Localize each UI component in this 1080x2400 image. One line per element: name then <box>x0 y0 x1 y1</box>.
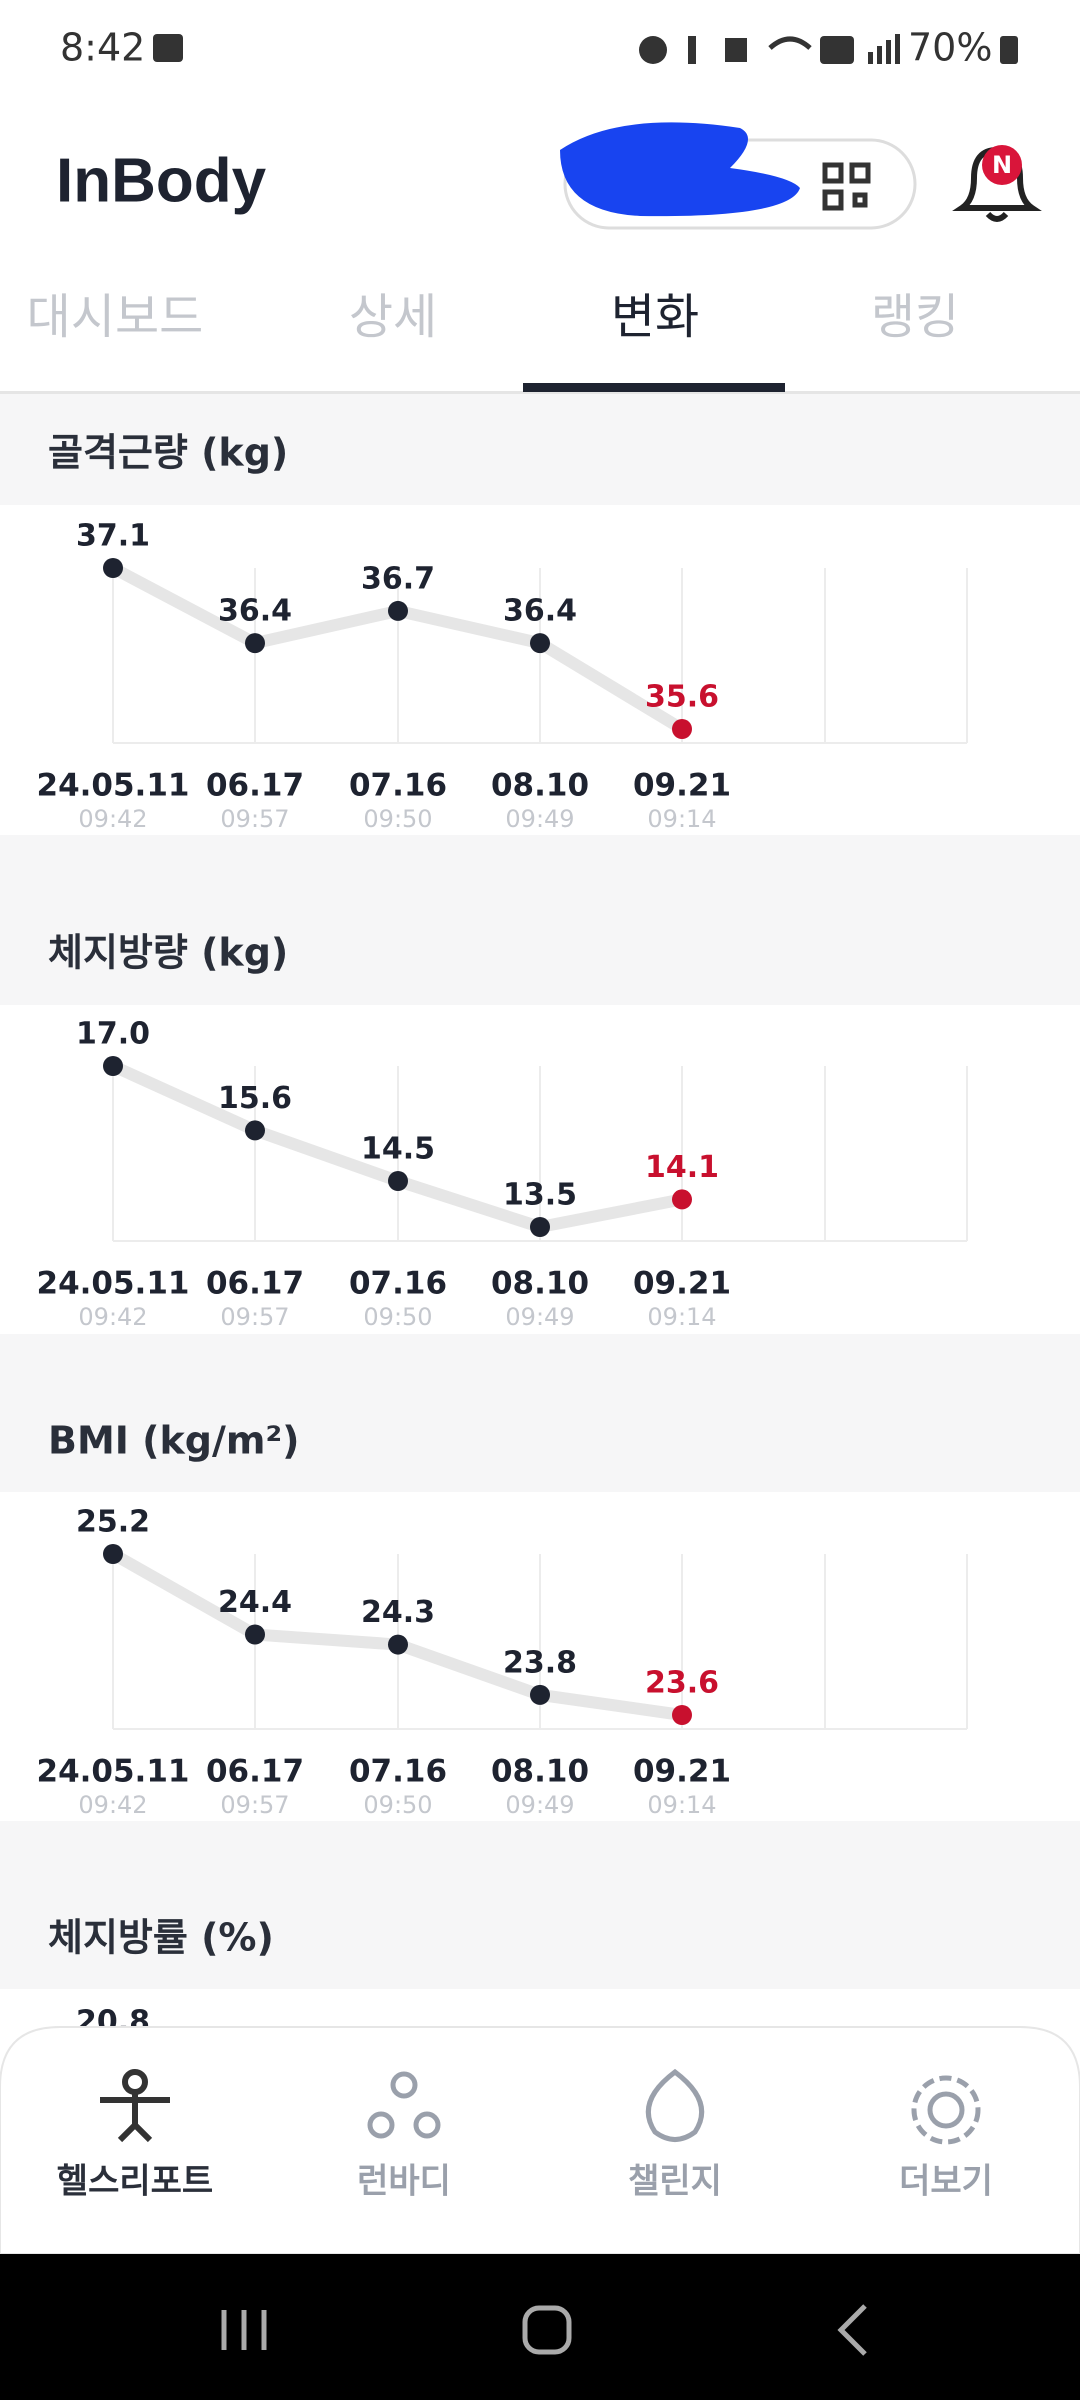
date-label: 06.17 <box>206 1266 304 1302</box>
qr-icon[interactable] <box>822 162 871 211</box>
value-label: 24.4 <box>218 1585 292 1620</box>
data-point <box>103 1056 123 1076</box>
value-label: 17.0 <box>76 1017 150 1052</box>
nav-label[interactable]: 챌린지 <box>628 2162 722 2202</box>
data-point <box>103 1544 123 1564</box>
value-label: 35.6 <box>645 680 719 715</box>
date-label: 24.05.11 <box>37 1754 190 1790</box>
section-title: 골격근량 (kg) <box>48 431 288 475</box>
badge <box>982 145 1022 185</box>
value-label: 15.6 <box>218 1081 292 1116</box>
time-label: 09:57 <box>220 805 289 833</box>
data-point <box>245 1120 265 1141</box>
date-label: 24.05.11 <box>37 1266 190 1302</box>
time-label: 09:50 <box>363 1791 432 1819</box>
tab-divider <box>0 391 1080 394</box>
section-title: 체지방량 (kg) <box>48 931 288 975</box>
date-label: 08.10 <box>491 1266 589 1302</box>
tab[interactable]: 대시보드 <box>27 289 204 345</box>
data-point <box>388 1171 408 1191</box>
value-label: 25.2 <box>76 1505 150 1540</box>
time-label: 09:42 <box>78 1791 147 1819</box>
nav-label[interactable]: 헬스리포트 <box>57 2162 213 2202</box>
data-point <box>103 558 123 578</box>
value-label: 13.5 <box>503 1178 577 1213</box>
bottom-nav <box>0 2026 1080 2255</box>
value-label: 36.4 <box>218 594 292 629</box>
battery-icon <box>1000 36 1018 64</box>
data-point <box>245 1624 265 1645</box>
tab[interactable]: 랭킹 <box>871 289 959 345</box>
status-icons <box>639 34 900 64</box>
date-label: 08.10 <box>491 1754 589 1790</box>
value-label: 37.1 <box>76 519 150 554</box>
data-point <box>672 1189 692 1210</box>
value-label: 24.3 <box>361 1595 435 1630</box>
time-label: 09:57 <box>220 1791 289 1819</box>
nav-label[interactable]: 더보기 <box>899 2162 993 2202</box>
value-label: 23.8 <box>503 1645 577 1680</box>
time-label: 09:42 <box>78 1303 147 1331</box>
system-nav <box>0 2254 1080 2400</box>
time-label: 09:14 <box>647 1791 716 1819</box>
tab-bar: 대시보드 상세 변화 랭킹 <box>27 289 959 345</box>
data-point <box>388 600 408 621</box>
gallery-icon <box>153 34 183 62</box>
data-point <box>672 1705 692 1725</box>
time-label: 09:49 <box>505 1303 574 1331</box>
tab[interactable]: 상세 <box>349 289 437 345</box>
time-label: 09:49 <box>505 1791 574 1819</box>
nav-label[interactable]: 런바디 <box>357 2162 451 2202</box>
date-label: 08.10 <box>491 768 589 804</box>
data-point <box>530 1217 550 1237</box>
date-label: 07.16 <box>349 1266 447 1302</box>
status-time: 8:42 <box>60 26 145 70</box>
redacted-name <box>560 122 800 217</box>
time-label: 09:50 <box>363 1303 432 1331</box>
time-label: 09:57 <box>220 1303 289 1331</box>
time-label: 09:14 <box>647 1303 716 1331</box>
nav-icons-inactive <box>367 2068 981 2145</box>
data-point <box>530 1684 550 1705</box>
date-label: 07.16 <box>349 1754 447 1790</box>
nav-icons <box>100 2069 170 2143</box>
time-label: 09:42 <box>78 805 147 833</box>
data-point <box>530 633 550 654</box>
date-label: 06.17 <box>206 768 304 804</box>
date-label: 06.17 <box>206 1754 304 1790</box>
value-label: 36.7 <box>361 561 435 596</box>
date-label: 09.21 <box>633 768 731 804</box>
nav-items: 헬스리포트 런바디 챌린지 더보기 <box>57 2162 993 2202</box>
value-label: 36.4 <box>503 594 577 629</box>
time-label: 09:50 <box>363 805 432 833</box>
tab[interactable]: 변화 <box>611 289 699 345</box>
section-title: BMI (kg/m²) <box>48 1419 299 1463</box>
value-label: 23.6 <box>645 1666 719 1701</box>
data-point <box>672 719 692 739</box>
value-label: 14.5 <box>361 1132 435 1167</box>
badge-text: N <box>992 151 1012 179</box>
section-title: 체지방률 (%) <box>48 1916 274 1960</box>
time-label: 09:14 <box>647 805 716 833</box>
system-buttons[interactable] <box>221 2304 867 2356</box>
date-label: 24.05.11 <box>37 768 190 804</box>
tab-indicator <box>523 383 785 392</box>
data-point <box>388 1634 408 1655</box>
date-label: 09.21 <box>633 1754 731 1790</box>
date-label: 07.16 <box>349 768 447 804</box>
value-label: 14.1 <box>645 1150 719 1185</box>
logo: InBody <box>56 146 267 215</box>
battery-percent: 70% <box>908 26 992 70</box>
time-label: 09:49 <box>505 805 574 833</box>
date-label: 09.21 <box>633 1266 731 1302</box>
data-point <box>245 633 265 654</box>
